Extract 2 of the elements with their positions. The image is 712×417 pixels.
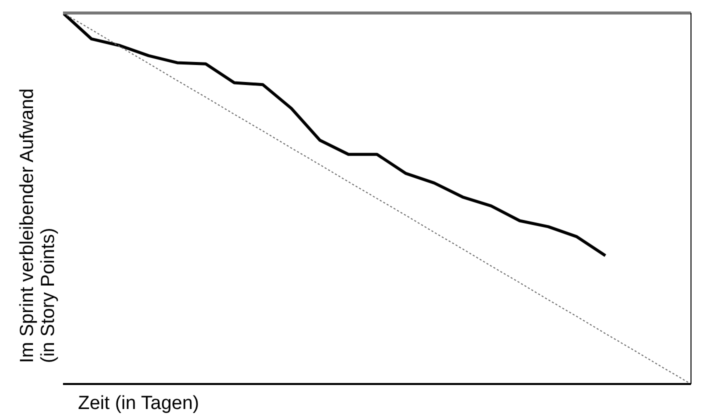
y-axis-title: Im Sprint verbleibender Aufwand (in Story Points) xyxy=(17,87,59,363)
x-axis-title: Zeit (in Tagen) xyxy=(78,393,200,415)
